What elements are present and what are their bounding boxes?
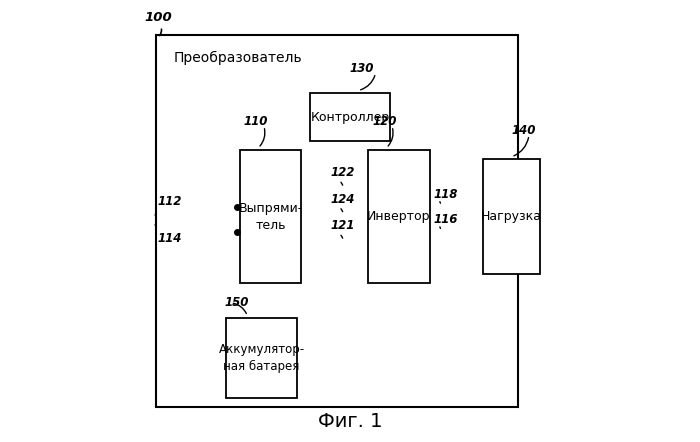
Text: 121: 121 — [330, 219, 354, 232]
Text: Контроллер: Контроллер — [310, 110, 390, 124]
Text: 112: 112 — [158, 195, 182, 208]
Text: 118: 118 — [434, 188, 458, 201]
Text: Фиг. 1: Фиг. 1 — [318, 412, 382, 431]
Bar — [239, 150, 302, 283]
Text: 100: 100 — [144, 11, 172, 24]
Text: 116: 116 — [434, 213, 458, 226]
Bar — [310, 93, 390, 141]
Text: Преобразователь: Преобразователь — [173, 51, 302, 65]
Text: 130: 130 — [350, 62, 374, 75]
Text: 114: 114 — [158, 232, 182, 244]
Text: Выпрями-
тель: Выпрями- тель — [238, 202, 302, 232]
Text: Аккумулятор-
ная батарея: Аккумулятор- ная батарея — [218, 343, 304, 373]
Text: 124: 124 — [330, 193, 354, 206]
Text: Инвертор: Инвертор — [367, 210, 430, 223]
Text: 120: 120 — [372, 115, 396, 128]
Bar — [482, 159, 540, 274]
Bar — [155, 35, 518, 407]
Bar — [368, 150, 430, 283]
Bar — [226, 318, 297, 398]
Text: Нагрузка: Нагрузка — [481, 210, 542, 223]
Text: 110: 110 — [244, 115, 268, 128]
Text: 140: 140 — [511, 124, 536, 137]
Text: 150: 150 — [224, 297, 248, 309]
Text: 122: 122 — [330, 166, 354, 179]
